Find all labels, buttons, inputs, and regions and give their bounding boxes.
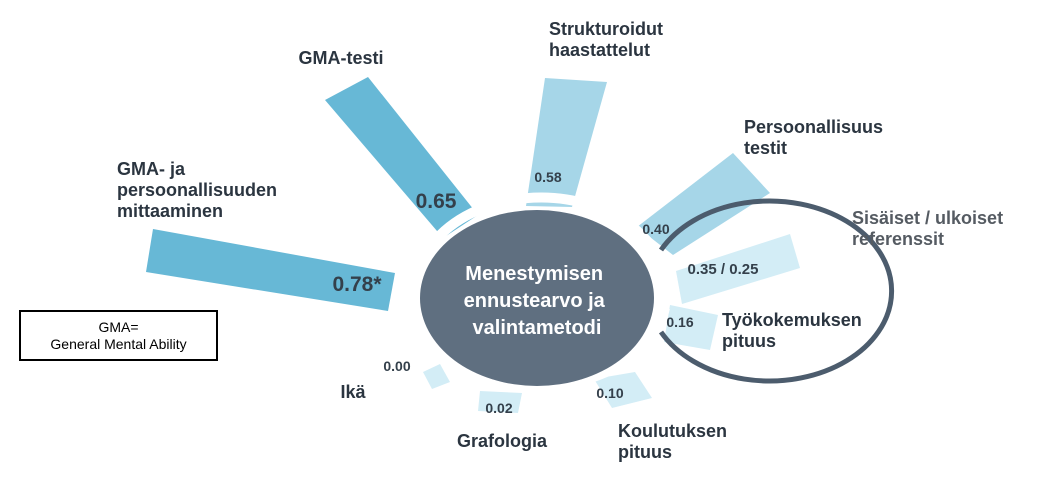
- category-label-line: GMA- ja: [117, 159, 186, 179]
- value-label-strukturoidut-haastattelut: 0.58: [534, 169, 561, 185]
- bar-persoonallisuustestit: [637, 153, 770, 255]
- center-line-1: Menestymisen: [465, 263, 603, 285]
- category-label-line: Grafologia: [457, 431, 548, 451]
- category-label-line: Työkokemuksen: [722, 310, 862, 330]
- category-label-line: pituus: [722, 331, 776, 351]
- category-label-gma-testi: GMA-testi: [299, 48, 384, 68]
- value-label-persoonallisuustestit: 0.40: [642, 221, 669, 237]
- category-label-persoonallisuustestit: Persoonallisuus testit: [744, 117, 883, 158]
- category-label-strukturoidut-haastattelut: Strukturoidut haastattelut: [549, 19, 663, 60]
- bar-referenssit: [676, 234, 800, 304]
- hub-ellipse: [420, 210, 654, 386]
- category-label-line: haastattelut: [549, 40, 650, 60]
- value-label-grafologia: 0.02: [485, 400, 512, 416]
- category-label-line: persoonallisuuden: [117, 180, 277, 200]
- bar-gma-testi: [325, 77, 478, 238]
- bar-gma-persoonallisuus: [146, 229, 395, 311]
- bar-tyokokemus: [664, 305, 718, 350]
- center-hub: Menestymisen ennustearvo ja valintametod…: [409, 192, 895, 391]
- bar-grafologia: [478, 391, 522, 413]
- center-line-3: valintametodi: [473, 317, 602, 339]
- center-line-2: ennustearvo ja: [464, 290, 606, 312]
- category-label-line: Strukturoidut: [549, 19, 663, 39]
- category-label-referenssit: Sisäiset / ulkoiset referenssit: [852, 208, 1003, 249]
- category-label-ika: Ikä: [340, 382, 366, 402]
- value-label-referenssit: 0.35 / 0.25: [688, 261, 759, 278]
- gma-definition-box: GMA= General Mental Ability: [19, 310, 218, 361]
- category-label-line: referenssit: [852, 229, 944, 249]
- category-label-grafologia: Grafologia: [457, 431, 548, 451]
- category-label-line: Ikä: [340, 382, 366, 402]
- svg-text:Menestymisen ennustearvo: Menestymisen ennustearvo ja valintametod…: [464, 263, 611, 339]
- category-label-koulutus: Koulutuksen pituus: [618, 421, 727, 462]
- value-label-gma-testi: 0.65: [416, 190, 457, 213]
- hub-outer-ring: [409, 192, 670, 391]
- category-label-line: Koulutuksen: [618, 421, 727, 441]
- value-label-koulutus: 0.10: [596, 385, 623, 401]
- category-label-line: GMA-testi: [299, 48, 384, 68]
- gma-definition-line-1: GMA=: [98, 318, 139, 335]
- hub-dark-ring: [658, 198, 895, 384]
- bar-koulutus: [594, 372, 652, 408]
- bar-strukturoidut-haastattelut: [526, 78, 607, 207]
- value-label-tyokokemus: 0.16: [666, 314, 693, 330]
- category-label-line: mittaaminen: [117, 201, 223, 221]
- category-label-line: Persoonallisuus: [744, 117, 883, 137]
- labels-layer: 0.78* GMA- ja persoonallisuuden mittaaminen…: [117, 19, 1003, 462]
- category-label-line: pituus: [618, 442, 672, 462]
- bar-ika: [423, 364, 450, 389]
- gma-definition-line-2: General Mental Ability: [50, 335, 187, 352]
- category-label-line: testit: [744, 138, 787, 158]
- value-label-gma-persoonallisuus: 0.78*: [332, 273, 382, 296]
- category-label-line: Sisäiset / ulkoiset: [852, 208, 1003, 228]
- bars-layer: [146, 77, 800, 413]
- value-label-ika: 0.00: [383, 358, 410, 374]
- category-label-gma-persoonallisuus: GMA- ja persoonallisuuden mittaaminen: [117, 159, 277, 221]
- category-label-tyokokemus: Työkokemuksen pituus: [722, 310, 862, 351]
